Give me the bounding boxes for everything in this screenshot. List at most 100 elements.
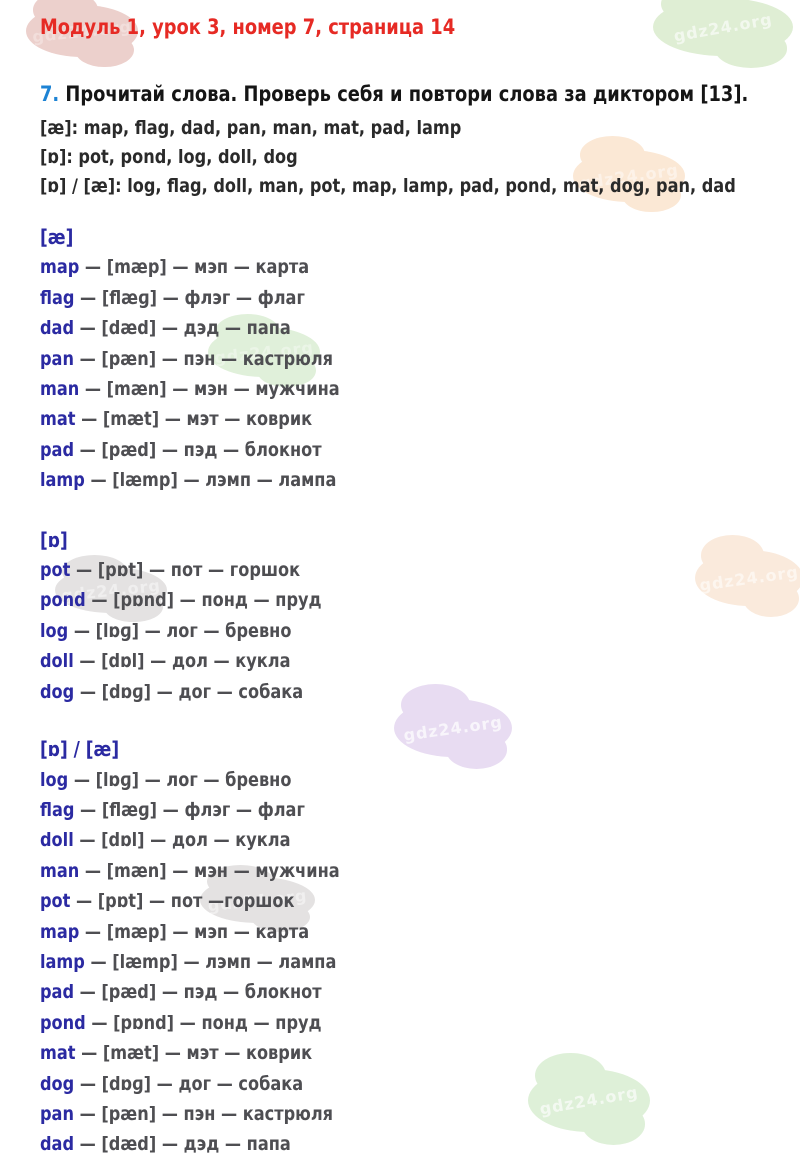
summary-line: [ɒ]: pot, pond, log, doll, dog <box>40 146 298 168</box>
transcription-and-translation: — [flæɡ] — флэг — флаг <box>74 798 305 821</box>
transcription-and-translation: — [mæt] — мэт — коврик <box>75 408 313 431</box>
transcription-and-translation: — [mæt] — мэт — коврик <box>75 1042 313 1065</box>
english-word: man <box>40 378 80 401</box>
transcription-and-translation: — [dɒl] — дол — кукла <box>73 650 291 673</box>
transcription-and-translation: — [læmp] — лэмп — лампа <box>84 950 337 973</box>
watermark-cloud: gdz24.org <box>695 535 800 618</box>
english-word: pad <box>40 981 75 1004</box>
section-header: [ɒ] / [æ] <box>40 737 120 762</box>
transcription-and-translation: — [pæd] — пэд — блокнот <box>74 438 322 461</box>
section-rows: pot — [pɒt] — пот — горшок pond — [pɒnd]… <box>40 555 800 707</box>
word-row: pan — [pæn] — пэн — кастрюля <box>40 1099 800 1129</box>
watermark-cloud: gdz24.org <box>573 136 685 213</box>
word-row: pot — [pɒt] — пот — горшок <box>40 555 800 585</box>
word-row: dog — [dɒɡ] — дог — собака <box>40 677 800 707</box>
transcription-and-translation: — [pæd] — пэд — блокнот <box>74 981 322 1004</box>
english-word: dog <box>40 680 75 703</box>
english-word: lamp <box>40 469 85 492</box>
word-row: map — [mæp] — мэп — карта <box>40 252 800 282</box>
word-row: log — [lɒɡ] — лог — бревно <box>40 765 800 795</box>
watermark-cloud: gdz24.org <box>208 314 320 387</box>
word-row: flag — [flæɡ] — флэг — флаг <box>40 283 800 313</box>
word-row: dog — [dɒɡ] — дог — собака <box>40 1069 800 1099</box>
word-row: doll — [dɒl] — дол — кукла <box>40 825 800 855</box>
english-word: mat <box>40 1042 76 1065</box>
transcription-and-translation: — [mæp] — мэп — карта <box>79 256 310 279</box>
transcription-and-translation: — [pɒt] — пот —горшок <box>70 890 295 913</box>
transcription-and-translation: — [dæd] — дэд — папа <box>74 317 291 340</box>
word-row: pot — [pɒt] — пот —горшок <box>40 886 800 916</box>
english-word: flag <box>40 286 75 309</box>
summary-line: [ɒ] / [æ]: log, flag, doll, man, pot, ma… <box>40 175 736 197</box>
page-title: Модуль 1, урок 3, номер 7, страница 14 <box>40 14 800 40</box>
word-row: pad — [pæd] — пэд — блокнот <box>40 435 800 465</box>
english-word: flag <box>40 798 75 821</box>
english-word: dad <box>40 317 75 340</box>
watermark-cloud: gdz24.org <box>200 865 315 933</box>
english-word: dog <box>40 1072 75 1095</box>
sections-container: [æ] map — [mæp] — мэп — карта flag — [fl… <box>40 222 800 1160</box>
word-row: log — [lɒɡ] — лог — бревно <box>40 616 800 646</box>
word-row: mat — [mæt] — мэт — коврик <box>40 404 800 434</box>
transcription-and-translation: — [lɒɡ] — лог — бревно <box>68 768 292 791</box>
summary-line: [æ]: map, flag, dad, pan, man, mat, pad,… <box>40 117 462 139</box>
section-header: [ɒ] <box>40 527 68 552</box>
english-word: pad <box>40 438 75 461</box>
section-header: [æ] <box>40 225 74 249</box>
english-word: pot <box>40 890 71 913</box>
word-row: mat — [mæt] — мэт — коврик <box>40 1038 800 1068</box>
worksheet-content: Модуль 1, урок 3, номер 7, страница 14 7… <box>40 0 800 1160</box>
word-section: [ɒ] pot — [pɒt] — пот — горшок pond — [p… <box>40 525 800 707</box>
word-row: map — [mæp] — мэп — карта <box>40 917 800 947</box>
english-word: log <box>40 768 69 791</box>
english-word: pot <box>40 559 71 582</box>
watermark-cloud: gdz24.org <box>653 0 793 68</box>
english-word: dad <box>40 1133 75 1156</box>
word-section: [ɒ] / [æ] log — [lɒɡ] — лог — бревно fla… <box>40 734 800 1160</box>
english-word: log <box>40 619 69 642</box>
watermark-cloud: gdz24.org <box>55 555 167 623</box>
transcription-and-translation: — [dɒɡ] — дог — собака <box>74 1072 304 1095</box>
section-rows: map — [mæp] — мэп — карта flag — [flæɡ] … <box>40 252 800 495</box>
word-row: flag — [flæɡ] — флэг — флаг <box>40 795 800 825</box>
english-word: pan <box>40 1102 74 1125</box>
english-word: doll <box>40 650 74 673</box>
watermark-cloud: gdz24.org <box>26 0 138 68</box>
word-row: pad — [pæd] — пэд — блокнот <box>40 977 800 1007</box>
task-number: 7. <box>40 82 60 106</box>
task-line: 7. Прочитай слова. Проверь себя и повтор… <box>40 80 800 108</box>
summary-word-lists: [æ]: map, flag, dad, pan, man, mat, pad,… <box>40 114 800 201</box>
english-word: pond <box>40 589 86 612</box>
transcription-and-translation: — [pɒnd] — понд — пруд <box>85 1011 322 1034</box>
watermark-cloud: gdz24.org <box>528 1052 650 1145</box>
transcription-and-translation: — [lɒɡ] — лог — бревно <box>68 619 292 642</box>
task-text: Прочитай слова. Проверь себя и повтори с… <box>65 82 749 106</box>
watermark-cloud: gdz24.org <box>394 683 512 769</box>
word-row: man — [mæn] — мэн — мужчина <box>40 856 800 886</box>
word-row: lamp — [læmp] — лэмп — лампа <box>40 947 800 977</box>
page-title-text: Модуль 1, урок 3, номер 7, страница 14 <box>40 15 456 39</box>
english-word: map <box>40 920 80 943</box>
word-row: dad — [dæd] — дэд — папа <box>40 313 800 343</box>
word-row: pan — [pæn] — пэн — кастрюля <box>40 344 800 374</box>
transcription-and-translation: — [pæn] — пэн — кастрюля <box>73 1102 334 1125</box>
english-word: pond <box>40 1011 86 1034</box>
transcription-and-translation: — [pɒt] — пот — горшок <box>70 559 301 582</box>
transcription-and-translation: — [flæɡ] — флэг — флаг <box>74 286 305 309</box>
transcription-and-translation: — [dɒɡ] — дог — собака <box>74 680 304 703</box>
section-rows: log — [lɒɡ] — лог — бревно flag — [flæɡ]… <box>40 765 800 1160</box>
transcription-and-translation: — [pɒnd] — понд — пруд <box>85 589 322 612</box>
word-row: lamp — [læmp] — лэмп — лампа <box>40 465 800 495</box>
word-row: doll — [dɒl] — дол — кукла <box>40 646 800 676</box>
transcription-and-translation: — [mæn] — мэн — мужчина <box>79 378 340 401</box>
word-row: pond — [pɒnd] — понд — пруд <box>40 585 800 615</box>
transcription-and-translation: — [dæd] — дэд — папа <box>74 1133 291 1156</box>
english-word: lamp <box>40 950 85 973</box>
word-section: [æ] map — [mæp] — мэп — карта flag — [fl… <box>40 222 800 496</box>
transcription-and-translation: — [pæn] — пэн — кастрюля <box>73 347 334 370</box>
word-row: pond — [pɒnd] — понд — пруд <box>40 1008 800 1038</box>
transcription-and-translation: — [mæn] — мэн — мужчина <box>79 859 340 882</box>
transcription-and-translation: — [dɒl] — дол — кукла <box>73 829 291 852</box>
english-word: mat <box>40 408 76 431</box>
english-word: doll <box>40 829 74 852</box>
